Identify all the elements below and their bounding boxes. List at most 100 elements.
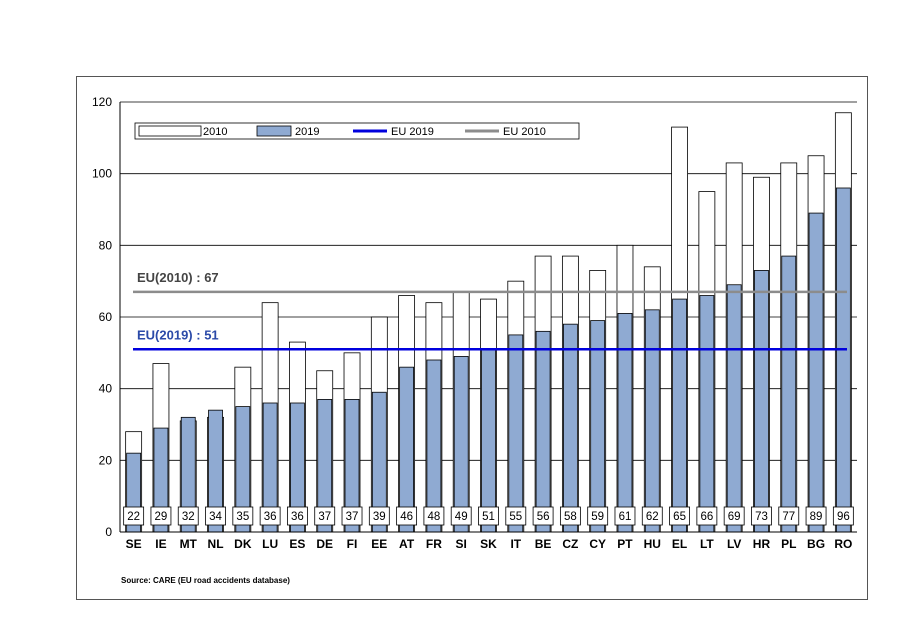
value-label-box — [478, 506, 499, 526]
value-label-box — [505, 506, 527, 526]
x-tick-label: PT — [617, 537, 633, 551]
y-tick-label: 40 — [99, 382, 113, 396]
x-tick-label: DK — [234, 537, 252, 551]
value-label-box — [341, 506, 363, 526]
value-label: 22 — [127, 511, 140, 523]
source-note: Source: CARE (EU road accidents database… — [121, 576, 290, 585]
value-label: 39 — [373, 511, 386, 523]
y-tick-label: 120 — [92, 95, 112, 109]
bar-2019-fr — [426, 359, 442, 533]
value-label-box — [669, 506, 690, 526]
value-label: 37 — [346, 511, 359, 523]
value-label: 66 — [700, 511, 713, 523]
x-tick-label: HR — [753, 537, 771, 551]
value-label-box — [641, 506, 663, 526]
value-label-box — [423, 506, 445, 526]
value-label: 56 — [537, 511, 550, 523]
x-tick-label: FR — [426, 537, 442, 551]
bar-2019-el — [672, 298, 687, 533]
y-tick-label: 80 — [99, 238, 113, 252]
bar-2019-ro — [835, 187, 851, 533]
x-tick-label: HU — [644, 537, 661, 551]
value-label: 59 — [591, 511, 604, 523]
x-tick-label: IE — [155, 537, 166, 551]
value-label-box — [614, 506, 636, 526]
value-label: 69 — [728, 511, 741, 523]
x-tick-label: AT — [399, 537, 415, 551]
x-tick-label: DE — [316, 537, 333, 551]
x-tick-label: CZ — [562, 537, 578, 551]
x-tick-label: NL — [208, 537, 224, 551]
bar-chart: EU(2019) : 51 EU(2010) : 67 22 29 32 34 35 36 36… — [92, 95, 857, 585]
value-label: 96 — [837, 511, 850, 523]
bar-2019-lt — [699, 295, 715, 533]
bar-2019-cy — [590, 320, 606, 533]
chart-frame: EU(2019) : 51 EU(2010) : 67 22 29 32 34 35 36 36… — [76, 76, 868, 600]
legend-label: EU 2019 — [391, 126, 434, 138]
bar-2019-hu — [644, 309, 660, 533]
x-tick-label: LV — [727, 537, 741, 551]
legend-label: 2010 — [203, 126, 227, 138]
bar-2019-pl — [781, 255, 797, 533]
value-label: 34 — [209, 511, 222, 523]
value-label-box — [205, 506, 226, 526]
value-label: 29 — [155, 511, 168, 523]
legend-label: EU 2010 — [503, 126, 546, 138]
bar-2019-si — [453, 356, 469, 533]
bar-2019-bg — [808, 212, 824, 533]
value-label-box — [150, 506, 172, 526]
value-label-box — [177, 506, 199, 526]
value-label-box — [832, 506, 854, 526]
bar-2019-lv — [726, 284, 742, 533]
value-label: 58 — [564, 511, 577, 523]
bar-2019-cz — [562, 323, 578, 533]
bar-2019-pt — [617, 313, 633, 533]
value-label-box — [805, 506, 827, 526]
y-tick-label: 60 — [99, 310, 113, 324]
x-tick-label: PL — [781, 537, 796, 551]
x-tick-label: LT — [700, 537, 714, 551]
value-label-box — [723, 506, 745, 526]
x-tick-label: SE — [126, 537, 142, 551]
axes: 0 20 40 60 80 100 120 SE IE MT NL DK LU ES DE FI EE AT FR S… — [92, 95, 857, 551]
y-tick-label: 20 — [99, 453, 113, 467]
x-tick-label: SK — [480, 537, 497, 551]
x-tick-label: EL — [672, 537, 687, 551]
bars — [125, 112, 852, 533]
value-label: 36 — [291, 511, 304, 523]
x-tick-label: MT — [180, 537, 198, 551]
value-label: 65 — [673, 511, 686, 523]
value-label-box — [123, 506, 145, 526]
value-label: 51 — [482, 511, 495, 523]
value-label-box — [532, 506, 554, 526]
value-label: 62 — [646, 511, 659, 523]
value-label: 73 — [755, 511, 768, 523]
x-tick-label: EE — [371, 537, 387, 551]
value-label: 35 — [236, 511, 249, 523]
value-label: 32 — [182, 511, 195, 523]
value-label-box — [559, 506, 581, 526]
value-label: 77 — [782, 511, 795, 523]
bar-2019-hr — [754, 270, 769, 533]
value-label: 36 — [264, 511, 277, 523]
x-tick-label: IT — [510, 537, 521, 551]
value-label-box — [751, 506, 772, 526]
x-tick-label: RO — [834, 537, 852, 551]
ref-label-eu-2019: EU(2019) : 51 — [137, 327, 219, 342]
value-label-box — [696, 506, 718, 526]
value-label-box — [287, 506, 308, 526]
bar-2019-be — [535, 330, 551, 533]
legend-swatch-2010 — [138, 125, 202, 137]
x-tick-label: CY — [589, 537, 606, 551]
value-label-box — [396, 506, 418, 526]
x-tick-label: SI — [456, 537, 467, 551]
x-tick-label: FI — [347, 537, 358, 551]
bar-2019-sk — [481, 348, 496, 533]
x-tick-label: BE — [535, 537, 552, 551]
value-label: 37 — [318, 511, 331, 523]
value-label: 89 — [810, 511, 823, 523]
bar-2019-it — [508, 334, 524, 533]
legend-label: 2019 — [295, 126, 319, 138]
value-label-box — [587, 506, 609, 526]
value-label: 49 — [455, 511, 468, 523]
